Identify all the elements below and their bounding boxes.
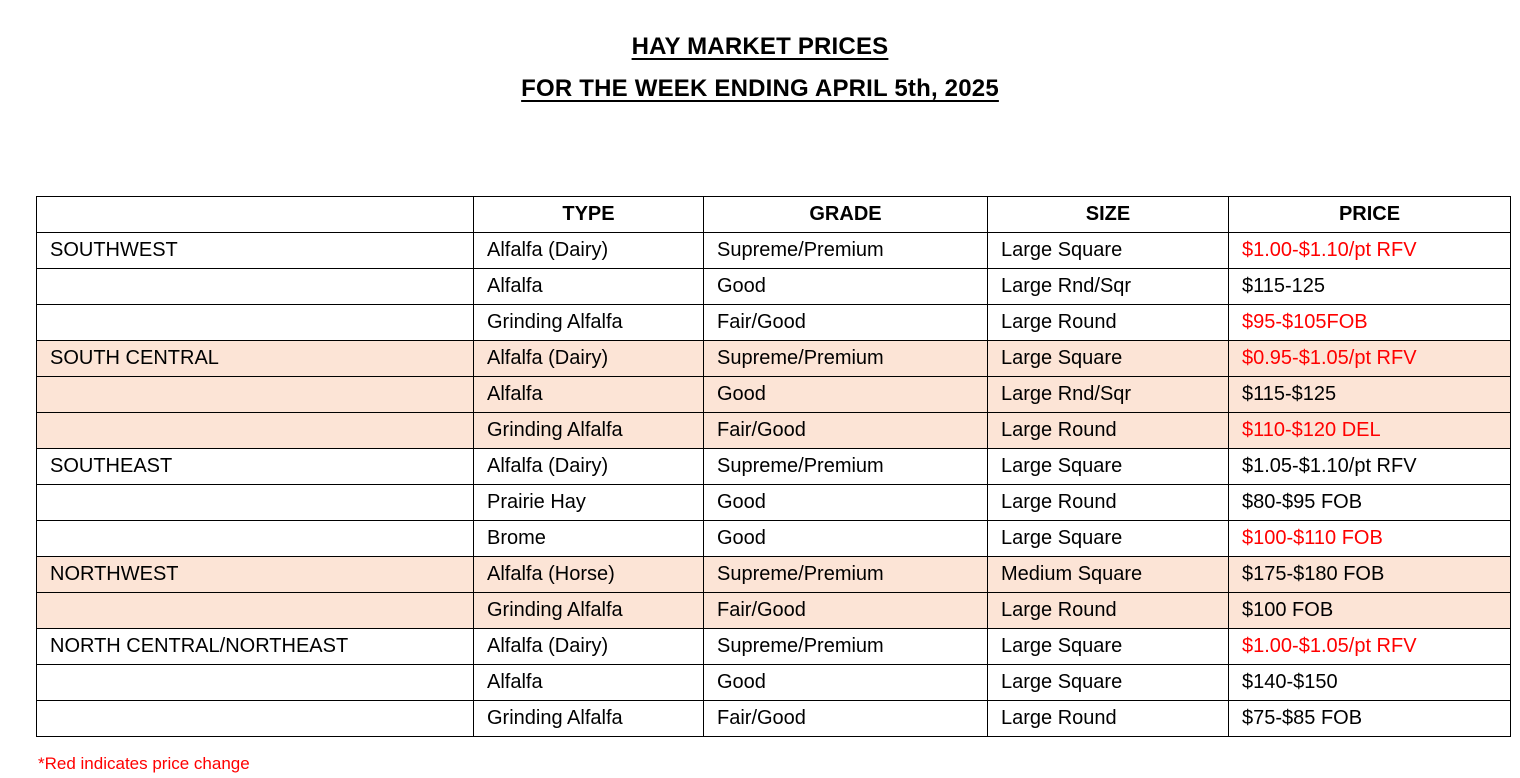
table-row: SOUTH CENTRAL Alfalfa (Dairy) Supreme/Prem…: [36, 340, 1511, 377]
cell-price: $80-$95 FOB: [1228, 484, 1511, 521]
cell-region: SOUTHEAST: [36, 448, 474, 485]
cell-type: Grinding Alfalfa: [473, 304, 704, 341]
table-header-row: TYPE GRADE SIZE PRICE: [36, 196, 1511, 233]
cell-type: Grinding Alfalfa: [473, 412, 704, 449]
cell-region: [36, 592, 474, 629]
cell-price: $115-125: [1228, 268, 1511, 305]
cell-grade: Supreme/Premium: [703, 340, 988, 377]
table-row: Prairie Hay Good Large Round $80-$95 FOB: [36, 484, 1511, 521]
cell-size: Large Square: [987, 520, 1229, 557]
cell-grade: Good: [703, 484, 988, 521]
title-line-2: FOR THE WEEK ENDING APRIL 5th, 2025: [521, 75, 999, 102]
cell-price: $1.00-$1.10/pt RFV: [1228, 232, 1511, 269]
hay-table-body: SOUTHWEST Alfalfa (Dairy) Supreme/Premium L…: [36, 232, 1511, 737]
cell-size: Large Square: [987, 448, 1229, 485]
cell-price: $100-$110 FOB: [1228, 520, 1511, 557]
cell-grade: Fair/Good: [703, 592, 988, 629]
cell-size: Large Round: [987, 484, 1229, 521]
cell-price: $110-$120 DEL: [1228, 412, 1511, 449]
table-row: Alfalfa Good Large Square $140-$150: [36, 664, 1511, 701]
header-price: PRICE: [1228, 196, 1511, 233]
table-row: Alfalfa Good Large Rnd/Sqr $115-$125: [36, 376, 1511, 413]
cell-grade: Good: [703, 376, 988, 413]
cell-grade: Fair/Good: [703, 304, 988, 341]
cell-type: Alfalfa: [473, 268, 704, 305]
cell-size: Large Rnd/Sqr: [987, 268, 1229, 305]
footnote-red-price-change: *Red indicates price change: [38, 754, 250, 773]
cell-price: $115-$125: [1228, 376, 1511, 413]
cell-size: Large Round: [987, 412, 1229, 449]
cell-region: [36, 412, 474, 449]
table-row: SOUTHWEST Alfalfa (Dairy) Supreme/Premium L…: [36, 232, 1511, 269]
table-row: Brome Good Large Square $100-$110 FOB: [36, 520, 1511, 557]
cell-grade: Supreme/Premium: [703, 628, 988, 665]
cell-region: NORTHWEST: [36, 556, 474, 593]
cell-grade: Fair/Good: [703, 700, 988, 737]
cell-price: $0.95-$1.05/pt RFV: [1228, 340, 1511, 377]
cell-price: $100 FOB: [1228, 592, 1511, 629]
cell-price: $1.00-$1.05/pt RFV: [1228, 628, 1511, 665]
cell-grade: Good: [703, 520, 988, 557]
header-grade: GRADE: [703, 196, 988, 233]
table-row: Grinding Alfalfa Fair/Good Large Round $100…: [36, 592, 1511, 629]
cell-region: [36, 520, 474, 557]
cell-type: Grinding Alfalfa: [473, 700, 704, 737]
cell-price: $95-$105FOB: [1228, 304, 1511, 341]
cell-region: SOUTHWEST: [36, 232, 474, 269]
table-row: NORTHWEST Alfalfa (Horse) Supreme/Premium M…: [36, 556, 1511, 593]
cell-region: [36, 484, 474, 521]
cell-size: Large Square: [987, 340, 1229, 377]
cell-grade: Supreme/Premium: [703, 556, 988, 593]
cell-grade: Supreme/Premium: [703, 448, 988, 485]
header-region: [36, 196, 474, 233]
cell-type: Grinding Alfalfa: [473, 592, 704, 629]
cell-region: [36, 700, 474, 737]
cell-region: [36, 664, 474, 701]
table-row: Alfalfa Good Large Rnd/Sqr $115-125: [36, 268, 1511, 305]
cell-region: [36, 268, 474, 305]
table-row: Grinding Alfalfa Fair/Good Large Round $110…: [36, 412, 1511, 449]
cell-region: SOUTH CENTRAL: [36, 340, 474, 377]
table-row: Grinding Alfalfa Fair/Good Large Round $75-…: [36, 700, 1511, 737]
cell-grade: Fair/Good: [703, 412, 988, 449]
cell-grade: Good: [703, 664, 988, 701]
cell-type: Alfalfa: [473, 664, 704, 701]
cell-price: $1.05-$1.10/pt RFV: [1228, 448, 1511, 485]
cell-type: Alfalfa (Dairy): [473, 232, 704, 269]
cell-type: Alfalfa (Horse): [473, 556, 704, 593]
cell-grade: Good: [703, 268, 988, 305]
cell-grade: Supreme/Premium: [703, 232, 988, 269]
cell-size: Large Round: [987, 592, 1229, 629]
cell-region: NORTH CENTRAL/NORTHEAST: [36, 628, 474, 665]
cell-size: Large Square: [987, 628, 1229, 665]
title-line-1: HAY MARKET PRICES: [631, 33, 889, 60]
cell-price: $175-$180 FOB: [1228, 556, 1511, 593]
header-type: TYPE: [473, 196, 704, 233]
table-row: SOUTHEAST Alfalfa (Dairy) Supreme/Premium L…: [36, 448, 1511, 485]
cell-region: [36, 304, 474, 341]
cell-size: Large Square: [987, 664, 1229, 701]
cell-type: Alfalfa: [473, 376, 704, 413]
cell-type: Prairie Hay: [473, 484, 704, 521]
cell-size: Large Round: [987, 304, 1229, 341]
hay-market-table: TYPE GRADE SIZE PRICE SOUTHWEST Alfalfa (…: [36, 196, 1511, 737]
cell-type: Brome: [473, 520, 704, 557]
cell-size: Medium Square: [987, 556, 1229, 593]
cell-size: Large Rnd/Sqr: [987, 376, 1229, 413]
cell-type: Alfalfa (Dairy): [473, 628, 704, 665]
cell-price: $140-$150: [1228, 664, 1511, 701]
cell-size: Large Round: [987, 700, 1229, 737]
cell-region: [36, 376, 474, 413]
table-row: Grinding Alfalfa Fair/Good Large Round $95-…: [36, 304, 1511, 341]
table-row: NORTH CENTRAL/NORTHEAST Alfalfa (Dairy) Su…: [36, 628, 1511, 665]
cell-price: $75-$85 FOB: [1228, 700, 1511, 737]
page-title: HAY MARKET PRICES FOR THE WEEK ENDING AP…: [0, 26, 1520, 110]
cell-size: Large Square: [987, 232, 1229, 269]
header-size: SIZE: [987, 196, 1229, 233]
cell-type: Alfalfa (Dairy): [473, 340, 704, 377]
cell-type: Alfalfa (Dairy): [473, 448, 704, 485]
